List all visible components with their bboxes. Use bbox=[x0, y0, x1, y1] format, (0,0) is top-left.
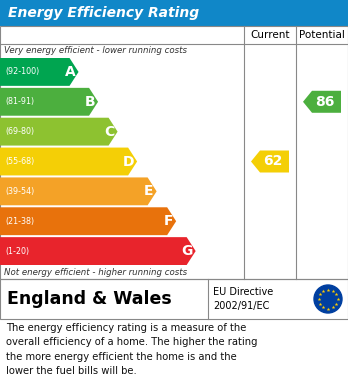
Text: B: B bbox=[85, 95, 95, 109]
Text: Energy Efficiency Rating: Energy Efficiency Rating bbox=[8, 6, 199, 20]
Bar bbox=[0, 26, 348, 279]
Circle shape bbox=[314, 285, 342, 313]
Text: 86: 86 bbox=[315, 95, 335, 109]
Text: Not energy efficient - higher running costs: Not energy efficient - higher running co… bbox=[4, 268, 187, 277]
Polygon shape bbox=[251, 151, 289, 172]
Polygon shape bbox=[0, 237, 196, 265]
Text: A: A bbox=[65, 65, 76, 79]
Text: (81-91): (81-91) bbox=[5, 97, 34, 106]
Polygon shape bbox=[0, 118, 118, 145]
Bar bbox=[0, 0, 348, 26]
Text: EU Directive
2002/91/EC: EU Directive 2002/91/EC bbox=[213, 287, 273, 311]
Text: (21-38): (21-38) bbox=[5, 217, 34, 226]
Text: Current: Current bbox=[250, 30, 290, 40]
Polygon shape bbox=[0, 88, 98, 116]
Text: England & Wales: England & Wales bbox=[7, 290, 172, 308]
Text: G: G bbox=[181, 244, 193, 258]
Text: The energy efficiency rating is a measure of the
overall efficiency of a home. T: The energy efficiency rating is a measur… bbox=[6, 323, 258, 376]
Text: Potential: Potential bbox=[299, 30, 345, 40]
Polygon shape bbox=[0, 207, 176, 235]
Polygon shape bbox=[0, 178, 157, 205]
Text: (92-100): (92-100) bbox=[5, 67, 39, 76]
Text: C: C bbox=[104, 125, 114, 139]
Text: F: F bbox=[164, 214, 173, 228]
Text: (55-68): (55-68) bbox=[5, 157, 34, 166]
Text: D: D bbox=[122, 154, 134, 169]
Polygon shape bbox=[0, 58, 79, 86]
Text: 62: 62 bbox=[263, 154, 283, 169]
Text: (69-80): (69-80) bbox=[5, 127, 34, 136]
Text: E: E bbox=[144, 185, 153, 198]
Polygon shape bbox=[303, 91, 341, 113]
Text: Very energy efficient - lower running costs: Very energy efficient - lower running co… bbox=[4, 46, 187, 55]
Text: (1-20): (1-20) bbox=[5, 247, 29, 256]
Polygon shape bbox=[0, 147, 137, 176]
Text: (39-54): (39-54) bbox=[5, 187, 34, 196]
Bar bbox=[0, 279, 348, 319]
